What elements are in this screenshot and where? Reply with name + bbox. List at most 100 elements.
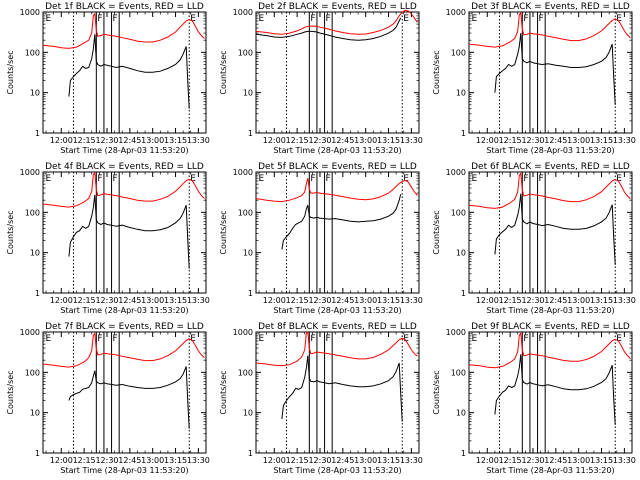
- lld-series-line: [255, 178, 418, 203]
- plot-frame: [255, 11, 420, 134]
- x-tick-label: 12:30: [308, 456, 331, 465]
- events-series-line: [68, 366, 190, 429]
- y-tick-label: 1: [461, 449, 466, 458]
- x-tick-label: 12:30: [95, 296, 118, 305]
- x-tick-label: 12:00: [50, 136, 73, 145]
- x-axis-label: Start Time (28-Apr-03 11:53:20): [486, 306, 614, 315]
- y-tick-label: 1000: [446, 168, 466, 177]
- x-tick-label: 12:45: [118, 456, 141, 465]
- events-series-line: [494, 193, 616, 265]
- y-tick-label: 10: [456, 89, 466, 98]
- lld-series-line: [42, 332, 205, 368]
- x-tick-label: 12:15: [73, 136, 96, 145]
- y-tick-label: 100: [451, 208, 466, 217]
- y-tick-label: 1000: [446, 8, 466, 17]
- x-tick-label: 13:15: [164, 136, 187, 145]
- y-tick-label: 100: [25, 208, 40, 217]
- x-tick-label: 12:45: [544, 136, 567, 145]
- x-tick-label: 12:15: [286, 296, 309, 305]
- flag-label: E: [190, 174, 196, 184]
- x-tick-label: 12:45: [118, 136, 141, 145]
- y-tick-label: 1000: [20, 328, 40, 337]
- x-tick-label: 12:15: [73, 296, 96, 305]
- flag-label: F: [97, 14, 102, 24]
- y-tick-label: 10: [243, 249, 253, 258]
- x-tick-label: 13:00: [567, 296, 590, 305]
- y-tick-label: 100: [451, 368, 466, 377]
- flag-label: F: [326, 334, 331, 344]
- flag-label: F: [113, 334, 118, 344]
- lld-series-line: [468, 11, 631, 48]
- x-tick-label: 13:00: [141, 456, 164, 465]
- flag-label: F: [539, 14, 544, 24]
- plot-frame: [255, 331, 420, 454]
- x-tick-label: 12:30: [521, 136, 544, 145]
- x-axis-label: Start Time (28-Apr-03 11:53:20): [273, 146, 401, 155]
- x-tick-label: 13:15: [590, 456, 613, 465]
- plot-frame: [42, 331, 207, 454]
- x-tick-label: 13:00: [567, 456, 590, 465]
- y-tick-label: 10: [30, 409, 40, 418]
- flag-label: E: [259, 334, 265, 344]
- y-tick-label: 10: [456, 249, 466, 258]
- panel-det-2: Det 2f BLACK = Events, RED = LLD Counts/s…: [219, 2, 423, 155]
- x-tick-label: 13:30: [400, 296, 423, 305]
- panel-title: Det 7f BLACK = Events, RED = LLD: [45, 322, 204, 332]
- y-tick-label: 1: [35, 129, 40, 138]
- y-tick-label: 100: [238, 368, 253, 377]
- x-tick-label: 12:30: [521, 456, 544, 465]
- x-tick-label: 13:15: [590, 296, 613, 305]
- x-tick-label: 13:00: [141, 136, 164, 145]
- flag-label: F: [539, 174, 544, 184]
- flag-label: E: [616, 334, 622, 344]
- x-tick-label: 13:00: [567, 136, 590, 145]
- x-tick-label: 13:00: [354, 296, 377, 305]
- plot-frame: [468, 171, 633, 294]
- lld-series-line: [468, 331, 631, 369]
- lld-series-line: [42, 171, 205, 208]
- y-tick-label: 10: [30, 249, 40, 258]
- y-tick-label: 100: [25, 48, 40, 57]
- y-tick-label: 10: [30, 89, 40, 98]
- x-tick-label: 12:45: [331, 136, 354, 145]
- panel-det-7: Det 7f BLACK = Events, RED = LLD Counts/s…: [6, 322, 210, 475]
- y-axis-label: Counts/sec: [6, 50, 15, 94]
- x-tick-label: 12:30: [308, 296, 331, 305]
- flag-label: F: [113, 174, 118, 184]
- y-axis-label: Counts/sec: [432, 210, 441, 254]
- plot-frame: [255, 171, 420, 294]
- y-tick-label: 1000: [233, 168, 253, 177]
- y-tick-label: 1: [461, 289, 466, 298]
- x-tick-label: 13:00: [354, 456, 377, 465]
- events-series-line: [494, 33, 616, 105]
- panel-det-3: Det 3f BLACK = Events, RED = LLD Counts/s…: [432, 2, 636, 155]
- x-tick-label: 13:15: [164, 296, 187, 305]
- x-axis-label: Start Time (28-Apr-03 11:53:20): [60, 306, 188, 315]
- x-tick-label: 12:00: [50, 456, 73, 465]
- x-tick-label: 12:30: [308, 136, 331, 145]
- flag-label: E: [472, 334, 478, 344]
- x-tick-label: 12:15: [499, 296, 522, 305]
- flag-label: E: [472, 14, 478, 24]
- y-axis-label: Counts/sec: [219, 210, 228, 254]
- x-tick-label: 13:15: [164, 456, 187, 465]
- lld-series-line: [255, 330, 418, 367]
- y-tick-label: 100: [25, 368, 40, 377]
- x-tick-label: 13:30: [613, 296, 636, 305]
- events-series-line: [68, 194, 190, 269]
- events-series-line: [281, 194, 402, 250]
- flag-label: E: [472, 174, 478, 184]
- events-series-line: [68, 34, 190, 109]
- y-tick-label: 1: [35, 289, 40, 298]
- flag-label: E: [616, 14, 622, 24]
- y-axis-label: Counts/sec: [432, 370, 441, 414]
- x-tick-label: 12:00: [476, 456, 499, 465]
- x-tick-label: 13:00: [141, 296, 164, 305]
- x-tick-label: 12:00: [263, 136, 286, 145]
- y-tick-label: 10: [243, 89, 253, 98]
- x-tick-label: 13:15: [377, 136, 400, 145]
- panel-det-5: Det 5f BLACK = Events, RED = LLD Counts/s…: [219, 162, 423, 315]
- x-axis-label: Start Time (28-Apr-03 11:53:20): [486, 146, 614, 155]
- panel-det-8: Det 8f BLACK = Events, RED = LLD Counts/s…: [219, 322, 423, 475]
- y-tick-label: 1000: [446, 328, 466, 337]
